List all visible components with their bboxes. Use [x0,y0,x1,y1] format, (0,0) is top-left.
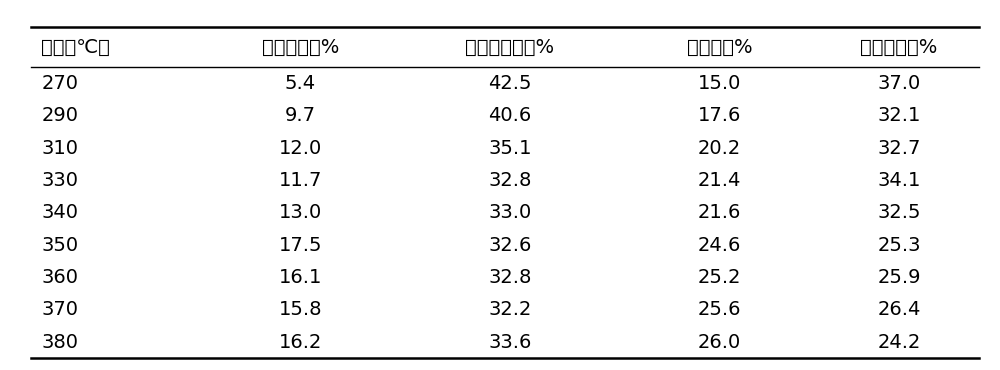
Text: 26.0: 26.0 [698,333,741,352]
Text: 26.4: 26.4 [877,300,921,319]
Text: 15.0: 15.0 [698,74,741,93]
Text: 16.1: 16.1 [279,268,322,287]
Text: 33.6: 33.6 [488,333,532,352]
Text: 25.2: 25.2 [698,268,741,287]
Text: 270: 270 [41,74,78,93]
Text: 32.2: 32.2 [488,300,532,319]
Text: 40.6: 40.6 [488,107,532,125]
Text: 固体残渣产率%: 固体残渣产率% [465,38,555,57]
Text: 生物油产率%: 生物油产率% [262,38,339,57]
Text: 温度（℃）: 温度（℃） [41,38,110,57]
Text: 气体产率%: 气体产率% [687,38,752,57]
Text: 17.5: 17.5 [279,236,322,255]
Text: 11.7: 11.7 [279,171,322,190]
Text: 24.6: 24.6 [698,236,741,255]
Text: 32.1: 32.1 [877,107,921,125]
Text: 25.6: 25.6 [698,300,741,319]
Text: 17.6: 17.6 [698,107,741,125]
Text: 20.2: 20.2 [698,139,741,158]
Text: 32.6: 32.6 [488,236,532,255]
Text: 330: 330 [41,171,78,190]
Text: 42.5: 42.5 [488,74,532,93]
Text: 37.0: 37.0 [877,74,921,93]
Text: 9.7: 9.7 [285,107,316,125]
Text: 25.9: 25.9 [877,268,921,287]
Text: 34.1: 34.1 [877,171,921,190]
Text: 32.5: 32.5 [877,204,921,222]
Text: 32.8: 32.8 [488,268,532,287]
Text: 15.8: 15.8 [279,300,322,319]
Text: 16.2: 16.2 [279,333,322,352]
Text: 25.3: 25.3 [877,236,921,255]
Text: 360: 360 [41,268,78,287]
Text: 310: 310 [41,139,78,158]
Text: 370: 370 [41,300,78,319]
Text: 21.4: 21.4 [698,171,741,190]
Text: 12.0: 12.0 [279,139,322,158]
Text: 水溶物产率%: 水溶物产率% [860,38,938,57]
Text: 35.1: 35.1 [488,139,532,158]
Text: 340: 340 [41,204,78,222]
Text: 380: 380 [41,333,78,352]
Text: 13.0: 13.0 [279,204,322,222]
Text: 290: 290 [41,107,78,125]
Text: 21.6: 21.6 [698,204,741,222]
Text: 5.4: 5.4 [285,74,316,93]
Text: 32.8: 32.8 [488,171,532,190]
Text: 24.2: 24.2 [877,333,921,352]
Text: 350: 350 [41,236,78,255]
Text: 33.0: 33.0 [488,204,532,222]
Text: 32.7: 32.7 [877,139,921,158]
